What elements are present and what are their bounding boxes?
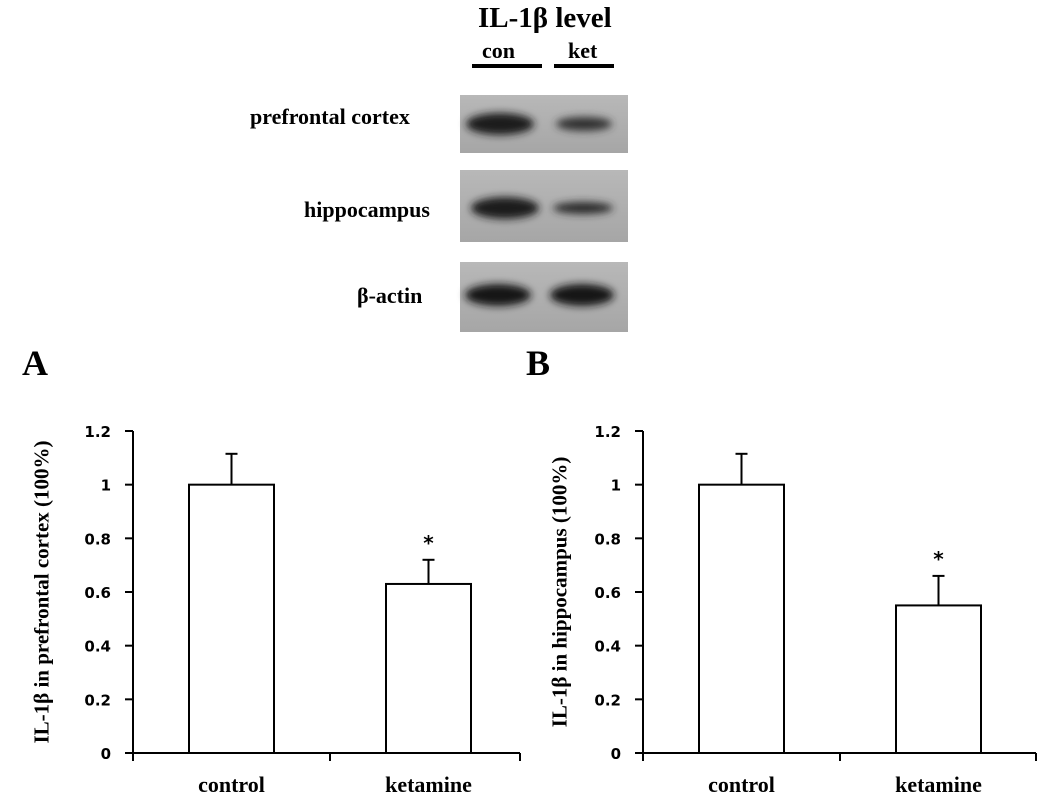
x-tick-label: control xyxy=(708,772,775,797)
y-tick-label: 1 xyxy=(611,477,621,495)
blot-band xyxy=(550,284,614,306)
lane-bar-con xyxy=(472,64,542,68)
x-tick-label: ketamine xyxy=(385,772,472,797)
y-tick-label: 0 xyxy=(101,745,111,763)
bar-control xyxy=(698,483,785,754)
bar-ketamine xyxy=(895,604,982,755)
y-tick-label: 0.4 xyxy=(84,638,111,656)
y-tick-label: 1.2 xyxy=(594,423,621,441)
significance-marker: * xyxy=(933,547,944,571)
y-tick-label: 0.8 xyxy=(84,530,111,548)
y-tick-label: 0.2 xyxy=(594,691,621,709)
significance-marker: * xyxy=(423,531,434,555)
blot-row-label: β-actin xyxy=(357,283,423,308)
y-tick-label: 0.4 xyxy=(594,638,621,656)
blot-band xyxy=(471,197,539,219)
y-tick-label: 0.6 xyxy=(84,584,111,602)
blot-row-label: prefrontal cortex xyxy=(250,104,410,129)
lane-label-ket: ket xyxy=(568,38,598,63)
blot-band xyxy=(553,202,613,214)
y-tick-label: 0.6 xyxy=(594,584,621,602)
y-tick-label: 1.2 xyxy=(84,423,111,441)
blot-row-label: hippocampus xyxy=(304,197,430,222)
y-tick-label: 0.2 xyxy=(84,691,111,709)
blot-band xyxy=(556,117,612,131)
panel-label-a: A xyxy=(22,343,48,383)
panel-label-b: B xyxy=(526,343,551,383)
y-tick-label: 0 xyxy=(611,745,621,763)
lane-label-con: con xyxy=(482,38,515,63)
lane-bar-ket xyxy=(554,64,614,68)
blot-band xyxy=(465,284,531,306)
x-tick-label: ketamine xyxy=(895,772,982,797)
blot-title: IL-1β level xyxy=(478,2,612,34)
blot-band xyxy=(466,113,534,135)
y-tick-label: 0.8 xyxy=(594,530,621,548)
bar-ketamine xyxy=(385,582,472,755)
bar-control xyxy=(188,483,275,754)
x-tick-label: control xyxy=(198,772,265,797)
y-tick-label: 1 xyxy=(101,477,111,495)
